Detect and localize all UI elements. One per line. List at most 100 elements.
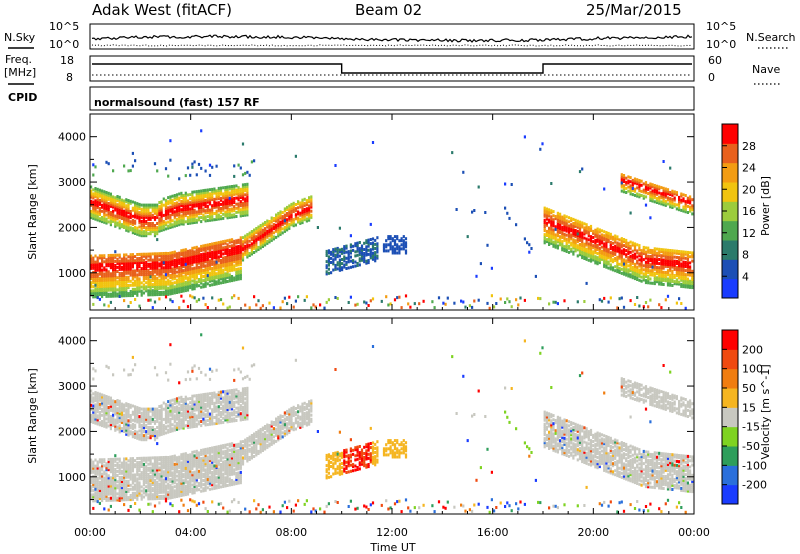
data-cell xyxy=(363,248,366,251)
data-cell xyxy=(90,293,93,297)
data-cell xyxy=(605,253,608,257)
data-cell xyxy=(347,260,350,264)
data-cell xyxy=(114,426,117,430)
data-cell xyxy=(149,213,152,217)
data-cell xyxy=(94,213,97,217)
data-cell xyxy=(638,254,641,258)
data-cell xyxy=(204,190,207,194)
data-cell xyxy=(689,251,692,255)
data-cell xyxy=(664,252,667,256)
data-cell xyxy=(367,304,370,307)
data-cell xyxy=(673,274,676,277)
data-cell xyxy=(396,235,399,239)
data-cell xyxy=(107,476,110,480)
data-cell xyxy=(140,438,143,442)
data-cell xyxy=(90,468,93,472)
data-cell xyxy=(107,162,110,166)
data-cell xyxy=(98,289,101,292)
data-cell xyxy=(94,199,97,203)
data-cell xyxy=(653,192,656,196)
data-cell xyxy=(625,271,628,275)
data-cell xyxy=(169,213,172,217)
data-cell xyxy=(116,496,119,500)
data-cell xyxy=(127,459,130,463)
data-cell xyxy=(638,278,641,282)
data-cell xyxy=(389,235,392,239)
data-cell xyxy=(125,410,128,414)
data-cell xyxy=(131,206,134,210)
data-cell xyxy=(616,249,619,253)
data-cell xyxy=(222,262,225,266)
data-cell xyxy=(678,262,681,266)
data-cell xyxy=(217,217,220,221)
data-cell xyxy=(125,428,128,432)
data-cell xyxy=(217,186,220,190)
data-cell xyxy=(118,295,121,298)
data-cell xyxy=(123,475,126,479)
data-cell xyxy=(658,274,661,278)
data-cell xyxy=(398,247,401,251)
data-cell xyxy=(125,424,128,428)
data-cell xyxy=(633,189,637,193)
data-cell xyxy=(120,202,123,206)
data-cell xyxy=(101,472,104,476)
data-cell xyxy=(162,280,165,284)
data-cell xyxy=(682,262,685,266)
data-cell xyxy=(279,214,282,218)
data-cell xyxy=(101,289,104,292)
data-cell xyxy=(257,225,260,229)
data-cell xyxy=(116,282,119,286)
data-cell xyxy=(129,403,132,407)
data-cell xyxy=(301,198,304,202)
data-cell xyxy=(662,250,665,254)
data-cell xyxy=(160,212,163,216)
data-cell xyxy=(123,463,126,467)
data-cell xyxy=(120,286,123,290)
data-cell xyxy=(607,231,610,235)
data-cell xyxy=(197,193,201,197)
data-cell xyxy=(136,485,139,489)
data-cell xyxy=(332,254,335,258)
data-cell xyxy=(385,249,388,253)
data-cell xyxy=(120,494,123,498)
data-cell xyxy=(105,492,108,496)
data-cell xyxy=(552,232,555,236)
data-cell xyxy=(180,288,183,291)
data-cell xyxy=(164,207,168,210)
data-cell xyxy=(156,232,159,236)
data-cell xyxy=(184,193,187,197)
data-cell xyxy=(633,262,637,266)
data-cell xyxy=(336,253,339,257)
data-cell xyxy=(123,282,126,285)
data-cell xyxy=(666,252,670,256)
data-cell xyxy=(281,215,284,219)
data-cell xyxy=(158,252,161,256)
data-cell xyxy=(556,230,559,234)
data-cell xyxy=(147,279,150,283)
data-cell xyxy=(200,129,203,133)
data-cell xyxy=(197,261,201,265)
data-cell xyxy=(666,188,670,192)
data-cell xyxy=(134,502,137,505)
data-cell xyxy=(202,213,205,217)
data-cell xyxy=(171,257,174,261)
data-cell xyxy=(208,200,212,204)
data-cell xyxy=(589,257,593,261)
data-cell xyxy=(636,249,639,253)
data-cell xyxy=(208,255,212,259)
data-cell xyxy=(578,224,582,228)
data-cell xyxy=(226,197,229,201)
data-cell xyxy=(182,208,185,212)
data-cell xyxy=(107,508,110,512)
data-cell xyxy=(101,490,104,494)
data-cell xyxy=(576,244,579,248)
data-cell xyxy=(138,409,141,412)
data-cell xyxy=(162,256,165,260)
data-cell xyxy=(127,205,130,209)
data-cell xyxy=(259,244,262,248)
data-cell xyxy=(182,299,185,303)
data-cell xyxy=(123,257,126,261)
data-cell xyxy=(153,230,157,234)
data-cell xyxy=(162,292,165,296)
data-cell xyxy=(151,272,154,276)
